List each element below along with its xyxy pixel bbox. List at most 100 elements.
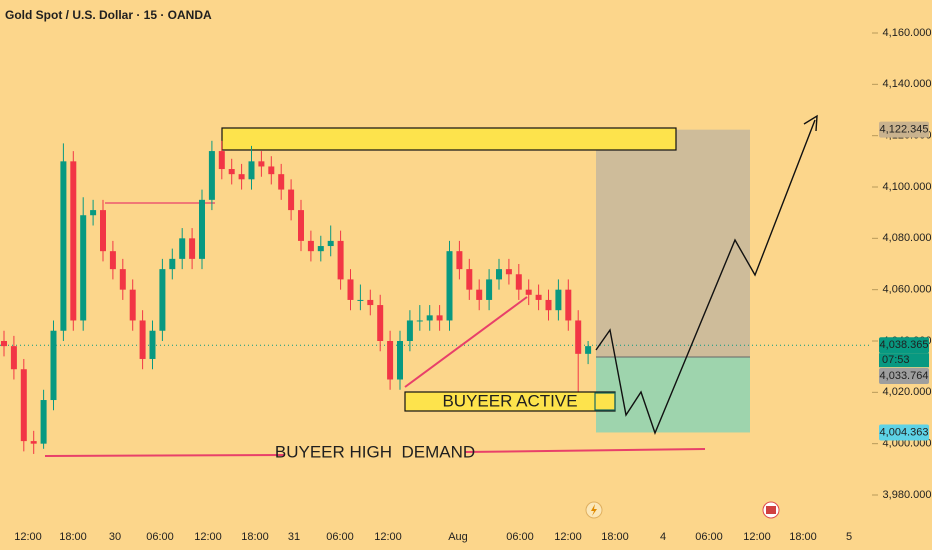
candle-body xyxy=(40,400,47,444)
candle-body xyxy=(426,315,433,321)
x-tick-label: 30 xyxy=(109,531,121,543)
x-tick-label: 18:00 xyxy=(241,531,269,543)
candle-body xyxy=(1,341,7,347)
x-tick-label: Aug xyxy=(448,531,468,543)
projection-path xyxy=(595,119,816,435)
loss-zone xyxy=(596,357,750,433)
candle-body xyxy=(357,299,364,301)
candle-body xyxy=(446,251,453,321)
x-tick-label: 06:00 xyxy=(506,531,534,543)
x-tick-label: 06:00 xyxy=(326,531,354,543)
x-tick-label: 5 xyxy=(846,531,852,543)
candle-body xyxy=(486,279,493,300)
x-tick-label: 18:00 xyxy=(789,531,817,543)
countdown: 07:53 xyxy=(882,354,910,366)
price-label-bg xyxy=(879,424,929,441)
candle-body xyxy=(159,269,166,331)
candle-body xyxy=(100,210,106,252)
chart-title: Gold Spot / U.S. Dollar · 15 · OANDA xyxy=(5,8,212,22)
candle-body xyxy=(248,161,255,180)
candle-body xyxy=(50,330,57,401)
candle-body xyxy=(456,251,463,270)
x-tick-label: 12:00 xyxy=(743,531,771,543)
candle-body xyxy=(238,174,245,180)
candle-body xyxy=(189,238,196,259)
candle-body xyxy=(129,289,136,321)
y-tick-label: 4,020.000 xyxy=(883,386,932,398)
price-label: 4,122.345 xyxy=(880,124,929,136)
candle-body xyxy=(179,238,186,259)
candle-body xyxy=(70,161,77,321)
candle-body xyxy=(575,320,582,354)
y-tick-label: 4,060.000 xyxy=(883,284,932,296)
annotation: BUYEER ACTIVE xyxy=(442,391,577,410)
x-tick-label: 12:00 xyxy=(554,531,582,543)
candle-body xyxy=(397,341,403,380)
candle-body xyxy=(406,320,413,341)
candle-body xyxy=(525,289,532,295)
x-tick-label: 12:00 xyxy=(194,531,222,543)
y-tick-label: 3,980.000 xyxy=(883,489,932,501)
y-tick-label: 4,160.000 xyxy=(883,27,932,39)
flag-icon-glyph xyxy=(766,506,776,514)
candle-body xyxy=(307,240,314,252)
x-tick-label: 06:00 xyxy=(146,531,174,543)
candle-body xyxy=(515,274,522,290)
annotation: BUYEER HIGH DEMAND xyxy=(275,442,475,461)
candle-body xyxy=(337,240,344,280)
x-tick-label: 18:00 xyxy=(59,531,87,543)
candle-body xyxy=(119,269,126,290)
candle-body xyxy=(90,210,97,216)
candle-body xyxy=(80,215,87,321)
event-icon-glyph xyxy=(591,504,597,516)
y-tick-label: 4,140.000 xyxy=(883,78,932,90)
candle-body xyxy=(327,240,334,247)
demand-line xyxy=(44,454,286,457)
x-tick-label: 06:00 xyxy=(695,531,723,543)
price-label-bg xyxy=(879,121,929,138)
candle-body xyxy=(228,169,235,175)
profit-zone xyxy=(596,129,750,358)
candle-body xyxy=(505,269,512,275)
countdown-bg xyxy=(879,353,929,368)
candle-body xyxy=(535,294,542,300)
candle-body xyxy=(436,315,443,321)
projection-arrow xyxy=(803,114,818,132)
demand-line xyxy=(464,448,706,453)
y-tick-label: 4,080.000 xyxy=(883,232,932,244)
candle-body xyxy=(585,346,592,354)
x-tick-label: 12:00 xyxy=(374,531,402,543)
candle-body xyxy=(545,299,552,311)
price-label-bg xyxy=(879,337,929,354)
price-label: 4,004.363 xyxy=(880,426,929,438)
candle-body xyxy=(278,174,285,190)
candle-body xyxy=(30,441,37,444)
candle-body xyxy=(60,161,67,331)
candle-body xyxy=(466,269,473,290)
candle-body xyxy=(169,258,176,270)
candle-body xyxy=(317,246,324,252)
support-zone-end xyxy=(594,392,616,411)
candle-body xyxy=(258,161,265,167)
resistance-zone xyxy=(221,127,677,151)
candle-body xyxy=(20,369,27,442)
candle-body xyxy=(416,320,423,322)
candles xyxy=(1,140,592,454)
candle-body xyxy=(347,279,354,300)
candle-body xyxy=(387,341,394,380)
candle-body xyxy=(139,320,146,359)
candle-body xyxy=(367,299,374,306)
candle-body xyxy=(149,330,156,359)
candle-body xyxy=(377,305,384,341)
y-tick-label: 4,100.000 xyxy=(883,181,932,193)
candle-body xyxy=(199,199,205,259)
candle-body xyxy=(555,289,562,311)
y-tick-label: 4,000.000 xyxy=(883,438,932,450)
candle-body xyxy=(565,289,572,321)
candle-body xyxy=(109,251,116,270)
trend-line xyxy=(404,296,528,388)
price-label: 4,038.365 xyxy=(880,339,929,351)
candle-body xyxy=(208,151,215,200)
